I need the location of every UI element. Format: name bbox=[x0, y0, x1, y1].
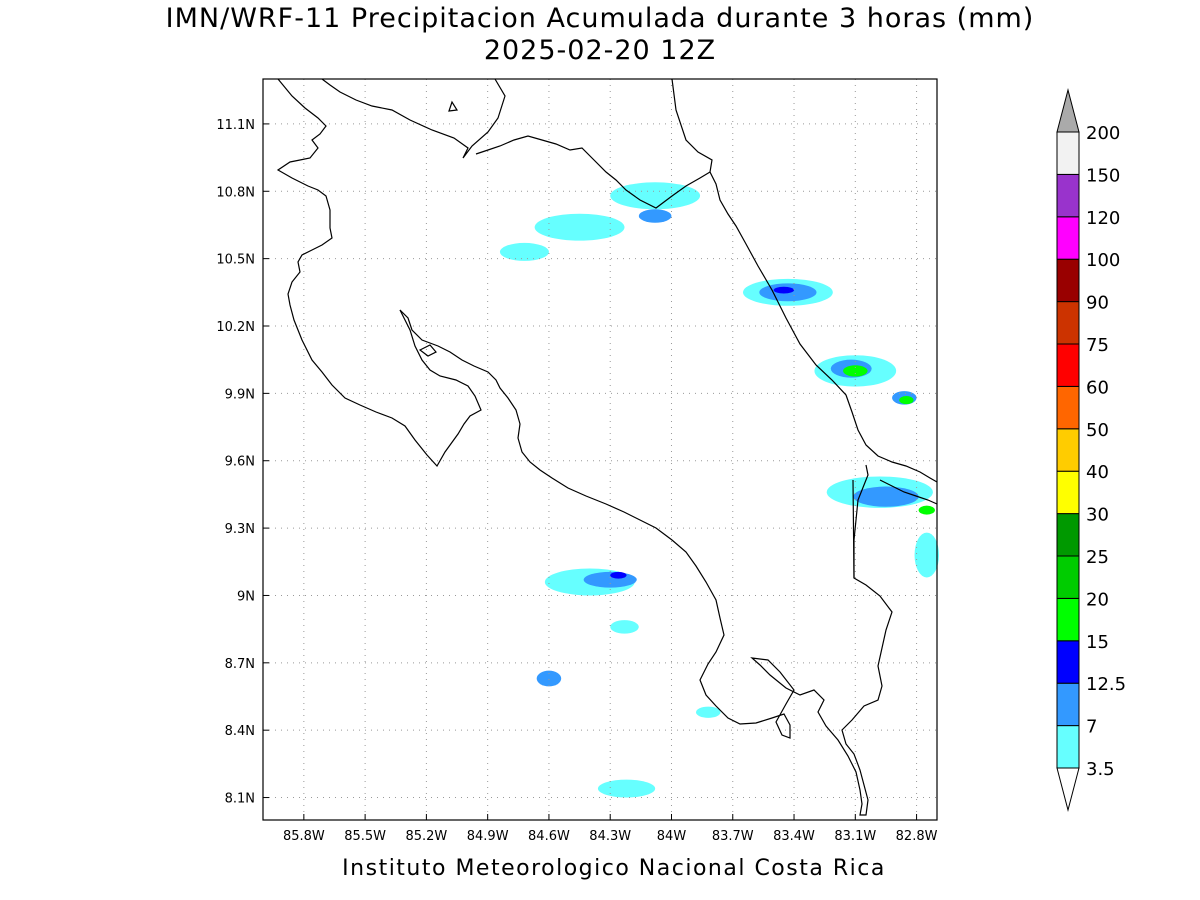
coastlines-layer bbox=[276, 78, 938, 816]
gridlines bbox=[263, 79, 937, 820]
colorbar-label-2: 12.5 bbox=[1086, 674, 1126, 695]
colorbar-swatch-11 bbox=[1056, 258, 1080, 303]
colorbar-swatch-13 bbox=[1056, 173, 1080, 218]
colorbar-swatch-1 bbox=[1056, 682, 1080, 727]
precip-area-17 bbox=[610, 571, 627, 579]
colorbar-low-arrow bbox=[1056, 767, 1080, 812]
colorbar-swatch-12 bbox=[1056, 216, 1080, 260]
tick-label-lat-4: 9.9N bbox=[225, 387, 255, 402]
tick-label-lon-8: 83.4W bbox=[773, 829, 815, 844]
precip-area-19 bbox=[610, 620, 639, 634]
latitude-axis: 11.1N 10.8N 10.5N 10.2N 9.9N 9.6N 9.3N 9N 8.7N 8.… bbox=[216, 118, 269, 807]
credit-text: Instituto Meteorologico Nacional Costa R… bbox=[342, 856, 886, 881]
coastline-bocas-del-toro bbox=[879, 479, 938, 505]
colorbar-label-13: 120 bbox=[1086, 208, 1120, 229]
longitude-axis: 85.8W 85.5W 85.2W 84.9W 84.6W 84.3W 84W 83.7W 83… bbox=[283, 814, 938, 844]
map-background bbox=[263, 79, 937, 820]
tick-label-lon-5: 84.3W bbox=[589, 829, 631, 844]
colorbar-label-3: 15 bbox=[1086, 632, 1109, 653]
colorbar-label-9: 60 bbox=[1086, 377, 1109, 398]
tick-label-lat-7: 9N bbox=[237, 589, 255, 604]
map-subtitle: 2025-02-20 12Z bbox=[483, 35, 717, 66]
colorbar-swatch-8 bbox=[1056, 385, 1080, 430]
tick-label-lat-10: 8.1N bbox=[225, 792, 255, 807]
precip-area-0 bbox=[610, 182, 701, 210]
precip-area-14 bbox=[918, 505, 935, 515]
border-costa-rica-panama bbox=[853, 464, 869, 578]
coastline-nicaragua-caribbean bbox=[321, 78, 506, 159]
colorbar-label-11: 90 bbox=[1086, 293, 1109, 314]
colorbar-label-12: 100 bbox=[1086, 250, 1120, 271]
precip-area-11 bbox=[899, 396, 914, 405]
precip-area-13 bbox=[853, 486, 919, 507]
tick-label-lat-8: 8.7N bbox=[225, 657, 255, 672]
tick-label-lon-2: 85.2W bbox=[405, 829, 447, 844]
colorbar-swatch-0 bbox=[1056, 725, 1080, 769]
colorbar-label-8: 50 bbox=[1086, 420, 1109, 441]
colorbar-label-6: 30 bbox=[1086, 505, 1109, 526]
colorbar-swatch-5 bbox=[1056, 513, 1080, 557]
precip-area-1 bbox=[534, 213, 625, 241]
colorbar-swatch-10 bbox=[1056, 301, 1080, 345]
colorbar-label-4: 20 bbox=[1086, 589, 1109, 610]
precip-area-6 bbox=[773, 286, 795, 294]
tick-label-lat-5: 9.6N bbox=[225, 455, 255, 470]
coastline-caribbean-costa-rica bbox=[671, 78, 938, 483]
colorbar-label-15: 200 bbox=[1086, 123, 1120, 144]
tick-label-lat-3: 10.2N bbox=[216, 320, 255, 335]
tick-label-lat-9: 8.4N bbox=[225, 724, 255, 739]
tick-label-lat-2: 10.5N bbox=[216, 253, 255, 268]
tick-label-lon-10: 82.8W bbox=[896, 829, 938, 844]
tick-label-lon-7: 83.7W bbox=[712, 829, 754, 844]
colorbar-swatch-6 bbox=[1056, 470, 1080, 515]
tick-label-lon-4: 84.6W bbox=[528, 829, 570, 844]
colorbar-swatch-4 bbox=[1056, 555, 1080, 599]
coastline-lake-island bbox=[448, 100, 459, 112]
tick-label-lon-3: 84.9W bbox=[467, 829, 509, 844]
colorbar-high-arrow bbox=[1056, 88, 1080, 133]
tick-label-lon-6: 84W bbox=[657, 829, 687, 844]
colorbar-label-1: 7 bbox=[1086, 717, 1097, 738]
precip-area-20 bbox=[695, 706, 721, 718]
precip-area-3 bbox=[638, 209, 672, 223]
precip-area-16 bbox=[583, 571, 637, 588]
colorbar-swatch-7 bbox=[1056, 428, 1080, 472]
colorbar-label-0: 3.5 bbox=[1086, 759, 1115, 780]
precip-area-18 bbox=[536, 670, 562, 687]
colorbar-swatch-14 bbox=[1056, 131, 1080, 175]
precip-area-22 bbox=[914, 532, 940, 578]
tick-label-lat-6: 9.3N bbox=[225, 522, 255, 537]
precip-area-21 bbox=[597, 779, 656, 798]
precip-area-9 bbox=[843, 365, 868, 377]
colorbar-swatch-9 bbox=[1056, 343, 1080, 387]
tick-label-lat-1: 10.8N bbox=[216, 185, 255, 200]
colorbar-swatch-3 bbox=[1056, 597, 1080, 642]
coastline-gulf-nicoya-east bbox=[399, 309, 893, 816]
tick-label-lat-0: 11.1N bbox=[216, 118, 255, 133]
tick-label-lon-1: 85.5W bbox=[344, 829, 386, 844]
precipitation-layer bbox=[499, 182, 940, 798]
border-nicaragua-costa-rica bbox=[475, 135, 711, 209]
tick-label-lon-0: 85.8W bbox=[283, 829, 325, 844]
colorbar-label-14: 150 bbox=[1086, 165, 1120, 186]
tick-label-lon-9: 83.1W bbox=[834, 829, 876, 844]
precip-area-2 bbox=[499, 242, 549, 261]
map-plot-area bbox=[262, 78, 940, 821]
colorbar-label-5: 25 bbox=[1086, 547, 1109, 568]
colorbar-label-10: 75 bbox=[1086, 335, 1109, 356]
colorbar-swatch-2 bbox=[1056, 640, 1080, 684]
coastline-gulf-nicoya-island bbox=[418, 344, 437, 357]
map-title: IMN/WRF-11 Precipitacion Acumulada duran… bbox=[165, 3, 1035, 34]
map-frame bbox=[262, 78, 938, 821]
colorbar-legend: 3.5 7 12.5 15 20 25 30 40 50 60 75 90 100 120 150 200 bbox=[1056, 88, 1126, 812]
coastline-pacific-north bbox=[276, 78, 482, 468]
colorbar-label-7: 40 bbox=[1086, 462, 1109, 483]
